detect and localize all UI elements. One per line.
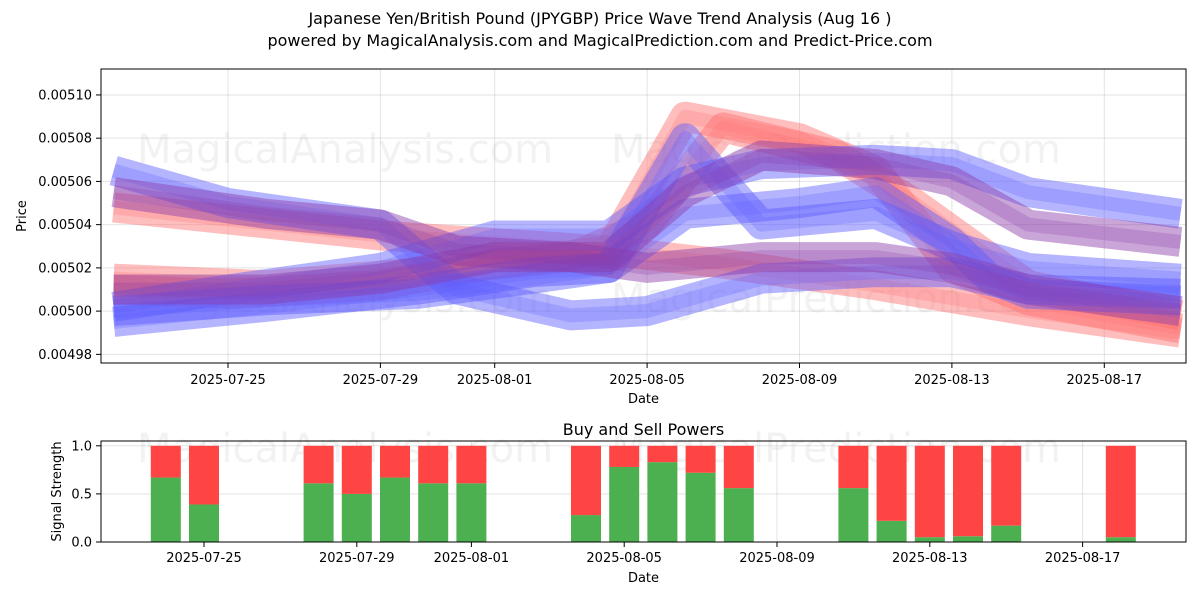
sell-bar [1105,445,1136,538]
signal-axes-frame [100,440,1187,543]
signal-y-axis-label: Signal Strength [50,441,65,541]
signal-y-tick-label: 0.5 [71,487,92,502]
buy-bar [571,515,601,542]
watermark-text: MagicalPrediction.com [611,276,1061,322]
price-x-tick-label: 2025-08-05 [609,373,685,388]
price-band [112,192,1183,348]
price-y-tick-label: 0.00498 [38,348,92,363]
signal-x-axis-label: Date [628,571,659,586]
sell-bar [953,445,983,537]
buy-bar [303,483,334,542]
signal-x-tick-label: 2025-08-01 [434,551,510,566]
watermark-text: MagicalAnalysis.com [137,276,553,322]
sell-bar [571,445,601,516]
price-bands [109,101,1184,348]
sell-bar [647,445,678,463]
signal-x-tick-label: 2025-07-25 [166,551,242,566]
buy-bar [189,504,219,542]
buy-bar [609,466,640,542]
price-x-tick-label: 2025-07-29 [343,373,419,388]
buy-bar [380,477,410,542]
watermark-text: MagicalPrediction.com [611,127,1061,173]
price-x-tick-label: 2025-08-13 [914,373,990,388]
price-y-tick-label: 0.00508 [38,132,92,147]
sell-bar [991,445,1022,526]
signal-x-tick-label: 2025-08-09 [739,551,815,566]
price-band-core [112,200,1182,340]
price-band-core [113,131,1181,319]
price-band [109,156,1181,331]
buy-bar [723,488,754,542]
price-band [113,112,1184,331]
signal-y-tick-label: 0.0 [71,536,92,551]
signal-x-tick-label: 2025-08-05 [586,551,662,566]
signal-chart-title: Buy and Sell Powers [563,420,725,439]
buy-bar [456,483,487,542]
price-axes-frame [100,68,1187,364]
sell-bar [341,445,372,494]
price-band-core [113,109,1182,336]
sell-bar [609,445,640,467]
chart-title: Japanese Yen/British Pound (JPYGBP) Pric… [308,9,892,28]
sell-bar [303,445,334,484]
price-x-tick-label: 2025-07-25 [190,373,266,388]
sell-bar [838,445,869,489]
buy-bar [685,472,716,542]
buy-bar [953,536,983,542]
chart-subtitle: powered by MagicalAnalysis.com and Magic… [267,31,933,50]
buy-bar [418,483,449,542]
signal-x-tick-label: 2025-08-13 [892,551,968,566]
price-x-tick-label: 2025-08-09 [762,373,838,388]
sell-bar [150,445,181,478]
price-band [112,123,1182,327]
price-y-axis-label: Price [15,200,30,232]
sell-bar [723,445,754,489]
price-y-tick-label: 0.00504 [38,218,92,233]
buy-bar [1105,537,1136,542]
signal-x-tick-label: 2025-08-17 [1045,551,1121,566]
sell-bar [189,445,219,505]
price-x-axis-label: Date [628,392,659,407]
price-band-core [113,148,1182,297]
price-band-core [112,185,1182,319]
signal-y-tick-label: 1.0 [71,439,92,454]
price-x-tick-label: 2025-08-17 [1067,373,1143,388]
sell-bar [380,445,410,478]
price-band-core [113,120,1182,323]
price-y-tick-label: 0.00510 [38,88,92,103]
buy-bar [991,525,1022,542]
buy-bar [876,520,907,542]
buy-bar [647,462,678,542]
sell-bar [456,445,487,484]
buy-bar [914,537,945,542]
watermark-text: MagicalAnalysis.com [137,127,553,173]
price-band [111,177,1183,326]
price-x-tick-label: 2025-08-01 [457,373,533,388]
price-band-core [111,163,1181,323]
sell-bar [685,445,716,473]
price-band [113,101,1184,344]
price-band [111,144,1183,322]
price-band [113,140,1183,305]
price-y-tick-label: 0.00506 [38,175,92,190]
buy-bar [838,488,869,542]
signal-x-tick-label: 2025-07-29 [319,551,395,566]
buy-bar [341,493,372,542]
price-y-tick-label: 0.00502 [38,261,92,276]
price-band [112,177,1182,337]
sell-bar [418,445,449,484]
price-band-core [112,152,1182,314]
sell-bar [914,445,945,538]
price-y-tick-label: 0.00500 [38,305,92,320]
buy-bar [150,477,181,542]
sell-bar [876,445,907,521]
price-band-core [113,185,1181,329]
